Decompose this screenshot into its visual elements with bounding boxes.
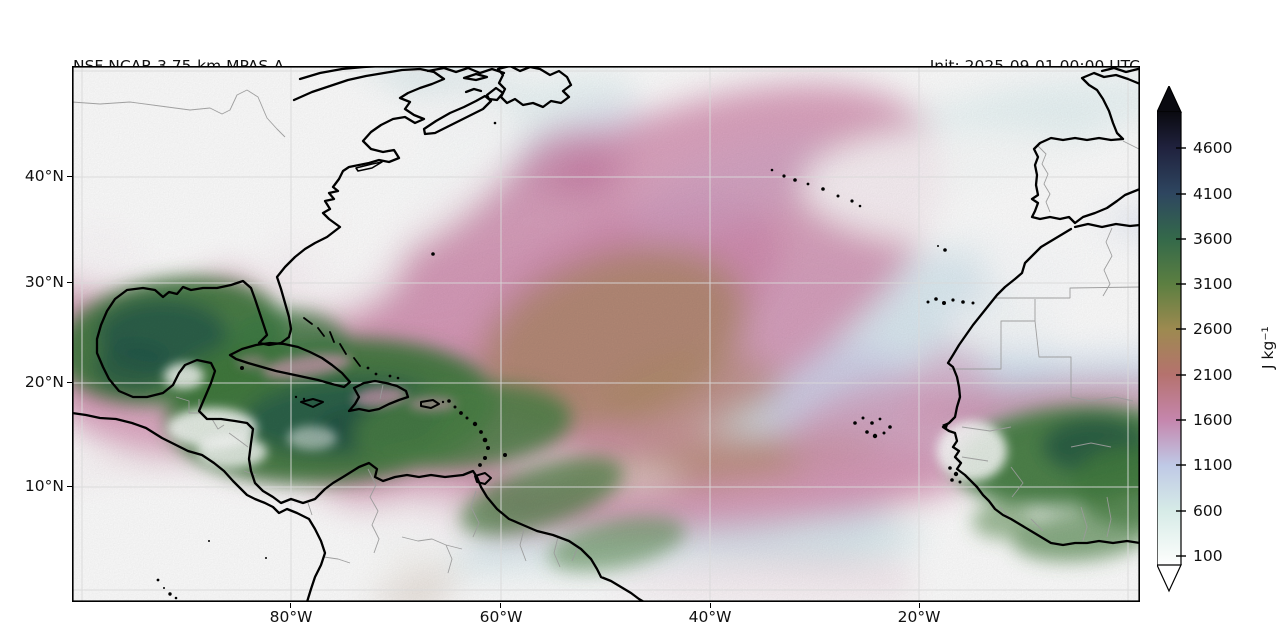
colorbar-outline [1156,112,1182,565]
y-tick-mark [67,382,72,384]
colorbar-tick-label-1600: 1600 [1193,411,1232,429]
graticule-layer [72,66,1140,602]
colorbar-tick-label-3600: 3600 [1193,230,1232,248]
coastline-layer [70,64,1142,604]
y-tick-label-10n: 10°N [24,477,64,495]
x-tick-label-40w: 40°W [688,608,732,626]
map-svg [0,41,1202,626]
map-frame [72,66,1141,603]
colorbar-strip [1157,112,1181,565]
cape-field-layer [0,41,1202,626]
x-tick-label-60w: 60°W [479,608,523,626]
y-tick-mark [67,486,72,488]
colorbar-unit-label: J kg⁻¹ [1259,326,1277,369]
x-tick-mark [500,603,502,608]
map-panel [0,41,1202,626]
colorbar-svg: 4600 4100 3600 3100 2600 2100 1600 1100 … [1156,84,1232,593]
colorbar-tick-labels: 4600 4100 3600 3100 2600 2100 1600 1100 … [1193,139,1232,565]
x-tick-label-20w: 20°W [897,608,941,626]
colorbar-tick-label-4100: 4100 [1193,185,1232,203]
colorbar-tick-label-600: 600 [1193,502,1223,520]
y-tick-label-20n: 20°N [24,373,64,391]
colorbar-tick-label-100: 100 [1193,547,1223,565]
x-tick-mark [710,603,712,608]
borders-layer [71,89,1141,574]
colorbar-extend-lower-arrow [1156,564,1182,593]
colorbar-tick-label-4600: 4600 [1193,139,1232,157]
colorbar-tick-label-3100: 3100 [1193,275,1232,293]
x-tick-label-80w: 80°W [269,608,313,626]
colorbar-extend-upper-arrow [1156,84,1182,113]
y-tick-label-40n: 40°N [24,167,64,185]
field-grain-texture [72,66,1140,602]
colorbar-tick-label-1100: 1100 [1193,456,1232,474]
colorbar-tick-label-2600: 2600 [1193,320,1232,338]
colorbar-tick-marks [1176,147,1186,557]
colorbar-panel: 4600 4100 3600 3100 2600 2100 1600 1100 … [1156,84,1267,598]
y-tick-mark [67,282,72,284]
y-tick-label-30n: 30°N [24,273,64,291]
y-tick-mark [67,176,72,178]
islands-layer [156,121,975,600]
colorbar-tick-label-2100: 2100 [1193,366,1232,384]
x-tick-mark [919,603,921,608]
x-tick-mark [290,603,292,608]
